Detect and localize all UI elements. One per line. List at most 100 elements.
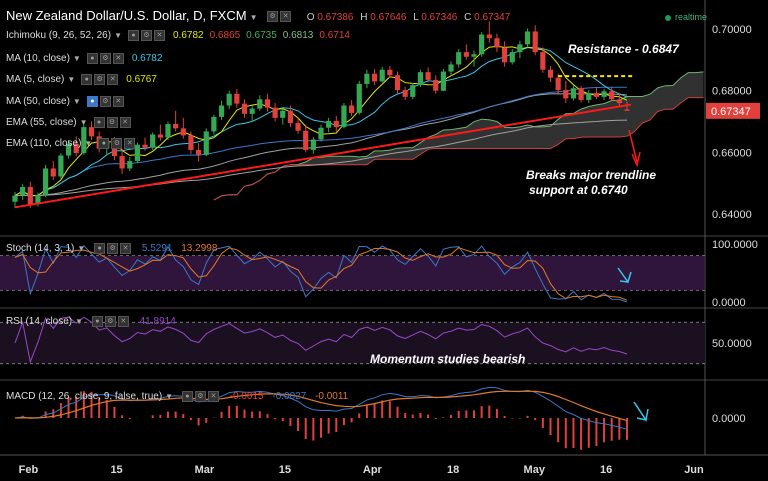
candle-body [486,34,492,39]
candle-body [547,69,554,78]
stoch-d-value: 13.2998 [181,243,218,255]
candle-body [35,194,41,205]
stoch-arrow [617,267,632,284]
candle-body [394,75,401,91]
settings-icon[interactable]: ⚙ [140,30,152,41]
candle-body [165,124,171,138]
chevron-down-icon: ▼ [72,97,81,107]
candle-body [280,110,286,118]
low-value: 0.67346 [421,12,458,23]
candle-body [81,127,87,154]
close-icon[interactable]: ✕ [153,30,165,41]
last-price-label: 0.67347 [711,106,751,118]
indicator-legend[interactable]: Ichimoku (9, 26, 52, 26) ▼ ● ⚙ ✕ 0.6782 0.6865… [6,30,350,42]
settings-icon[interactable]: ⚙ [94,74,106,85]
ichimoku-span-b [213,97,704,201]
symbol-title[interactable]: New Zealand Dollar/U.S. Dollar, D, FXCM [6,8,247,23]
candle-body [524,31,531,45]
candle-body [570,88,577,99]
indicator-legend[interactable]: MA (50, close) ▼ ● ⚙ ✕ [6,96,126,107]
macd-line-value: -0.0027 [272,391,307,403]
candle-body [463,52,469,57]
eye-icon[interactable]: ● [86,53,98,64]
settings-icon[interactable]: ⚙ [99,53,111,64]
stoch-tick-label: 100.0000 [712,239,758,251]
stoch-k-value: 5.5291 [141,243,173,255]
close-icon[interactable]: ✕ [280,11,292,23]
indicator-value: 0.6735 [246,30,277,42]
candle-body [326,120,332,128]
candle-body [502,47,508,63]
macd-signal-line [14,390,628,422]
settings-icon[interactable]: ⚙ [111,138,123,149]
stoch-legend[interactable]: Stoch (14, 3, 1) ▼ ● ⚙ ✕ 5.5291 13.2998 [6,243,218,255]
candle-body [157,134,163,138]
macd-legend[interactable]: MACD (12, 26, close, 9, false, true) ▼ ● ⚙… [6,391,349,403]
eye-icon[interactable]: ● [98,138,110,149]
chevron-down-icon: ▼ [79,118,88,128]
macd-hist-value: -0.0015 [229,391,264,403]
indicator-legend[interactable]: MA (5, close) ▼ ● ⚙ ✕ 0.6767 [6,74,157,86]
candle-body [150,134,156,148]
candle-body [73,143,79,154]
candle-body [616,99,622,104]
candle-body [364,73,370,84]
candle-body [65,143,72,156]
indicator-value: 0.6813 [282,30,314,42]
close-icon[interactable]: ✕ [112,53,124,64]
eye-icon: ● [94,243,106,254]
settings-icon[interactable]: ⚙ [106,117,118,128]
settings-icon[interactable]: ⚙ [267,11,279,23]
candle-body [471,54,477,57]
eye-icon[interactable]: ● [86,96,98,107]
candle-body [563,90,569,99]
settings-icon: ⚙ [104,316,116,327]
indicator-value: 0.6767 [126,74,157,86]
candle-body [218,105,225,117]
breakdown-arrowhead [631,151,641,168]
settings-icon: ⚙ [107,243,119,254]
settings-icon: ⚙ [194,391,206,402]
candle-body [50,168,56,177]
close-icon[interactable]: ✕ [107,74,119,85]
indicator-value: 0.6782 [131,53,163,65]
rsi-line [14,316,628,364]
chevron-down-icon: ▼ [72,54,81,64]
candle-body [211,116,217,132]
time-tick-label: 15 [110,464,122,476]
ema-110-line [14,119,628,197]
macd-tick-label: 0.0000 [712,413,746,425]
eye-icon[interactable]: ● [127,30,139,41]
indicator-legend[interactable]: EMA (110, close) ▼ ● ⚙ ✕ [6,138,137,149]
candle-body [402,90,408,97]
close-icon: ✕ [207,391,219,402]
settings-icon[interactable]: ⚙ [99,96,111,107]
rsi-legend[interactable]: RSI (14, close) ▼ ● ⚙ ✕ 41.8914 [6,316,176,328]
candle-body [257,99,263,109]
indicator-legend[interactable]: EMA (55, close) ▼ ● ⚙ ✕ [6,117,133,128]
indicator-value: 0.6714 [319,30,350,42]
chevron-down-icon[interactable]: ▼ [249,13,258,22]
breaks-annotation-line1: Breaks major trendline [526,168,657,182]
candle-body [27,186,33,205]
time-tick-label: 15 [279,464,291,476]
candle-body [433,79,439,91]
rsi-value: 41.8914 [139,316,176,328]
candle-body [601,91,607,97]
eye-icon[interactable]: ● [93,117,105,128]
close-icon[interactable]: ✕ [119,117,131,128]
ichimoku-cloud [213,71,704,200]
eye-icon[interactable]: ● [81,74,93,85]
candle-body [295,123,301,131]
candle-body [333,120,339,128]
candle-body [349,105,355,113]
trendline-support [14,103,632,209]
candle-body [540,52,546,70]
close-icon[interactable]: ✕ [112,96,124,107]
close-icon[interactable]: ✕ [124,138,136,149]
candle-body [310,139,316,150]
indicator-legend[interactable]: MA (10, close) ▼ ● ⚙ ✕ 0.6782 [6,53,163,65]
candle-body [318,127,324,140]
high-value: 0.67646 [370,12,407,23]
